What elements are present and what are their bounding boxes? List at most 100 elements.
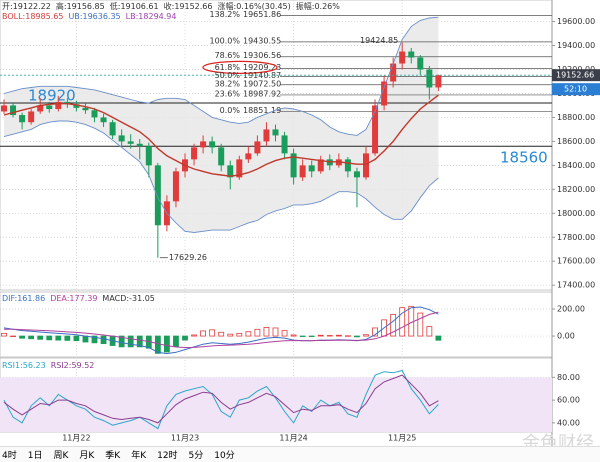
candle-body (417, 57, 424, 70)
timeframe-button[interactable]: 季K (105, 451, 121, 461)
level-label: 18560 (500, 149, 548, 167)
candle-body (435, 75, 442, 88)
macd-bar (227, 333, 234, 337)
candle-body (1, 105, 7, 112)
macd-bar (1, 332, 7, 337)
candle-body (272, 129, 279, 136)
price-tag-label: 19152.66 (556, 71, 594, 80)
macd-bar (335, 334, 342, 337)
macd-bar (408, 305, 415, 337)
price-tag (552, 69, 600, 82)
info-item: 收:19152.66 (163, 2, 213, 11)
fib-label: 0.0% (220, 106, 241, 115)
fib-label: 100.0% (209, 36, 240, 45)
legend-entry: RSI2:59.52 (50, 361, 95, 370)
timeframe-button[interactable]: 1日 (27, 451, 43, 461)
macd-bar (46, 335, 53, 341)
candle-body (236, 159, 243, 178)
rsi-line (3, 374, 439, 424)
y-tick-label: 18800.00 (557, 113, 595, 122)
info-item: 高:19156.85 (55, 2, 105, 11)
fib-label: 138.2% (209, 10, 240, 19)
candle-body (172, 171, 179, 202)
fib-value: 18851.19 (243, 106, 281, 115)
band-fill (4, 17, 439, 233)
candle-body (426, 69, 433, 88)
candle-body (145, 146, 152, 166)
candle-body (73, 104, 80, 108)
candle-body (218, 147, 225, 166)
macd-bar (344, 335, 351, 337)
candle-body (254, 141, 261, 154)
candle-body (263, 129, 270, 142)
y-tick-label: 80.00 (557, 373, 580, 382)
boll-line (3, 120, 439, 233)
y-tick-label: 18200.00 (557, 185, 595, 194)
macd-bar (317, 334, 324, 337)
macd-bar (363, 334, 369, 337)
candle-body (363, 153, 369, 178)
candle-body (399, 51, 406, 64)
candle-body (191, 147, 198, 160)
candle-body (290, 153, 297, 178)
candle-body (372, 105, 379, 154)
timeframe-button[interactable]: 周K (53, 451, 69, 461)
candle-body (82, 107, 89, 111)
high-label: 19424.85 (360, 36, 398, 45)
candle-body (299, 165, 306, 178)
legend-entry: UB:19636.35 (68, 12, 121, 21)
candle-body (136, 143, 143, 147)
legend-entry: MACD:-31.05 (102, 294, 155, 303)
timeframe-button[interactable]: 月K (79, 451, 95, 461)
macd-bar (354, 335, 360, 338)
macd-bar (191, 334, 197, 337)
x-tick-label: 11月25 (388, 434, 416, 443)
macd-bar (399, 307, 406, 337)
toolbar: 4时 1日 周K 月K 季K 年K 12时 5分 10分 (0, 446, 600, 462)
info-item: 开:19122.22 (2, 2, 51, 11)
chart: 17400.00 17600.00 17800.00 18000.00 18200.00… (0, 0, 600, 446)
macd-bar (372, 327, 378, 337)
macd-bar (100, 335, 107, 345)
fib-value: 19651.86 (243, 10, 281, 19)
fib-label: 61.8% (215, 63, 241, 72)
candle-body (19, 115, 26, 123)
macd-bar (37, 335, 44, 340)
timeframe-button[interactable]: 4时 (2, 451, 17, 461)
candle-body (154, 165, 161, 226)
macd-bar (55, 335, 62, 341)
y-tick-label: 17600.00 (557, 257, 595, 266)
macd-bar (272, 327, 279, 337)
macd-bar (218, 331, 225, 337)
candle-body (344, 159, 351, 172)
fib-value: 19072.50 (243, 79, 281, 88)
timeframe-button[interactable]: 5分 (188, 451, 204, 461)
macd-bar (173, 335, 179, 347)
fib-value: 19430.55 (243, 36, 281, 45)
countdown-label: 52:10 (564, 85, 587, 94)
candle-body (308, 165, 315, 172)
macd-bar (154, 335, 161, 354)
info-item: 振幅:0.26% (295, 2, 340, 11)
macd-bar (91, 335, 98, 344)
macd-legend: DIF:161.86 DEA:177.39 MACD:-31.05 (2, 294, 155, 303)
boll-line (3, 16, 439, 136)
macd-bar (281, 330, 288, 337)
timeframe-button[interactable]: 10分 (214, 451, 235, 461)
macd-bar (326, 335, 333, 337)
macd-bar (290, 334, 297, 337)
y-tick-label: 17400.00 (557, 281, 595, 290)
y-tick-label: 19400.00 (557, 41, 595, 50)
timeframe-button[interactable]: 年K (131, 451, 147, 461)
candle-body (37, 105, 44, 112)
candle-body (353, 171, 360, 178)
macd-bar (10, 335, 16, 337)
macd-bar (254, 328, 261, 337)
macd-bar (64, 335, 71, 341)
rsi-line (3, 369, 439, 430)
timeframe-button[interactable]: 12时 (157, 451, 178, 461)
fib-value: 19209.23 (243, 63, 281, 72)
y-tick-label: 60.00 (557, 396, 580, 405)
candle-body (28, 111, 35, 123)
y-tick-label: 18000.00 (557, 209, 595, 218)
